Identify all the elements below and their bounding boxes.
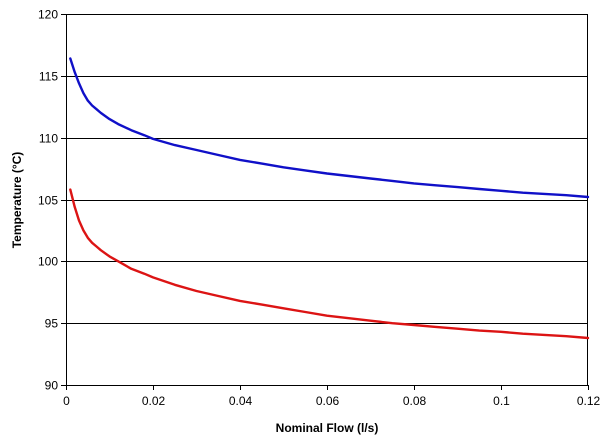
axes xyxy=(61,14,589,390)
y-tick-label: 105 xyxy=(38,194,58,208)
tick-labels: 90 95 100 105 110 115 120 0 0.02 0.04 0.06 0.08 0.1 0… xyxy=(38,8,601,409)
x-tick-label: 0.1 xyxy=(493,394,510,408)
y-tick-label: 90 xyxy=(45,379,59,393)
y-axis-title: Temperature (°C) xyxy=(10,152,24,249)
x-tick-label: 0.04 xyxy=(229,394,253,408)
series-line-2 xyxy=(69,188,590,340)
y-tick-label: 95 xyxy=(45,317,59,331)
y-tick-label: 100 xyxy=(38,255,58,269)
x-tick-label: 0 xyxy=(63,394,70,408)
x-axis-title: Nominal Flow (l/s) xyxy=(276,421,379,435)
series-lines xyxy=(69,57,590,340)
x-tick-label: 0.02 xyxy=(142,394,166,408)
y-tick-label: 110 xyxy=(39,132,58,146)
x-tick-label: 0.12 xyxy=(577,394,601,408)
x-tick-label: 0.06 xyxy=(316,394,340,408)
gridlines xyxy=(66,14,588,324)
series-line-1 xyxy=(69,57,590,199)
y-tick-label: 120 xyxy=(38,8,58,22)
y-tick-label: 115 xyxy=(39,70,58,84)
x-tick-label: 0.08 xyxy=(403,394,427,408)
